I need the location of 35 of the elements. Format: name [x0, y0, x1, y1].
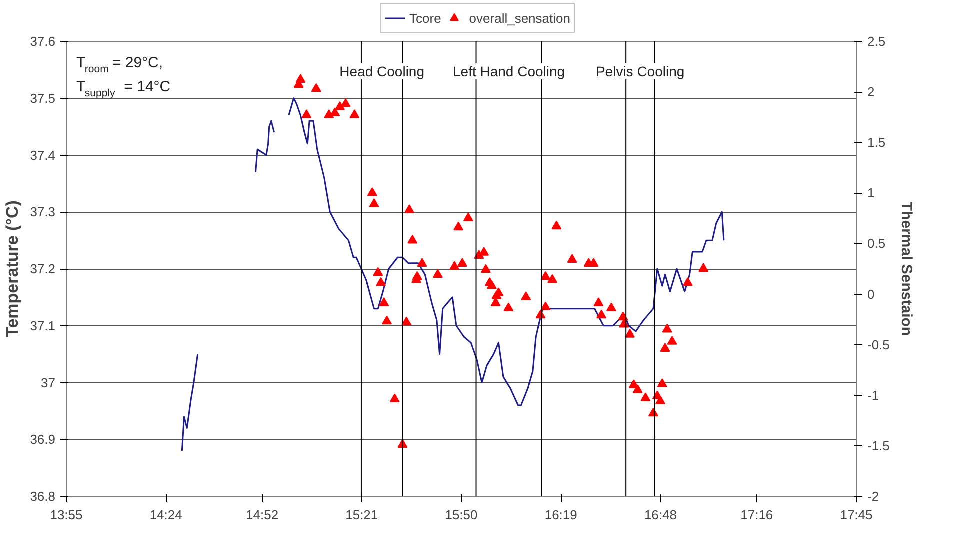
annotation: Left Hand Cooling [452, 64, 566, 80]
annotation: Pelvis Cooling [596, 64, 685, 80]
legend-label: overall_sensation [469, 10, 570, 26]
y-tick-label: 36.9 [30, 432, 56, 448]
y2-tick-label: -1 [868, 388, 880, 403]
y2-tick-label: 1.5 [868, 135, 886, 150]
y2-axis-title: Thermal Senstaion [898, 202, 915, 336]
x-tick-label: 17:45 [840, 508, 873, 522]
y-tick-label: 37.3 [30, 204, 56, 220]
y-tick-label: 37.2 [30, 262, 56, 276]
annotation: Head Cooling [340, 64, 425, 80]
y2-tick-label: 0.5 [868, 236, 886, 252]
y-tick-label: 37.5 [30, 90, 56, 106]
x-tick-label: 13:55 [50, 508, 83, 522]
y2-tick-label: 1 [868, 186, 875, 201]
legend-label: Tcore [410, 10, 442, 26]
y-axis-title: Temperature (°C) [3, 200, 22, 338]
x-tick-label: 16:48 [644, 508, 677, 522]
y-tick-label: 36.8 [30, 489, 56, 504]
x-tick-label: 14:52 [246, 508, 279, 522]
y2-tick-label: 2.5 [868, 34, 886, 49]
y2-tick-label: -0.5 [868, 337, 890, 352]
y2-tick-label: 2 [868, 84, 875, 100]
x-tick-label: 15:50 [445, 508, 478, 522]
y2-tick-label: -2 [868, 489, 880, 504]
y2-tick-label: 0 [868, 286, 875, 302]
y-tick-label: 37.6 [30, 34, 56, 49]
y-tick-label: 37.4 [30, 148, 56, 163]
x-tick-label: 15:21 [346, 508, 378, 522]
x-tick-label: 16:19 [544, 508, 578, 522]
y2-tick-label: -1.5 [868, 438, 890, 454]
x-tick-label: 17:16 [740, 508, 774, 522]
y-tick-label: 37.1 [30, 318, 56, 334]
x-tick-label: 14:24 [150, 508, 182, 522]
y-tick-label: 37 [41, 375, 56, 390]
